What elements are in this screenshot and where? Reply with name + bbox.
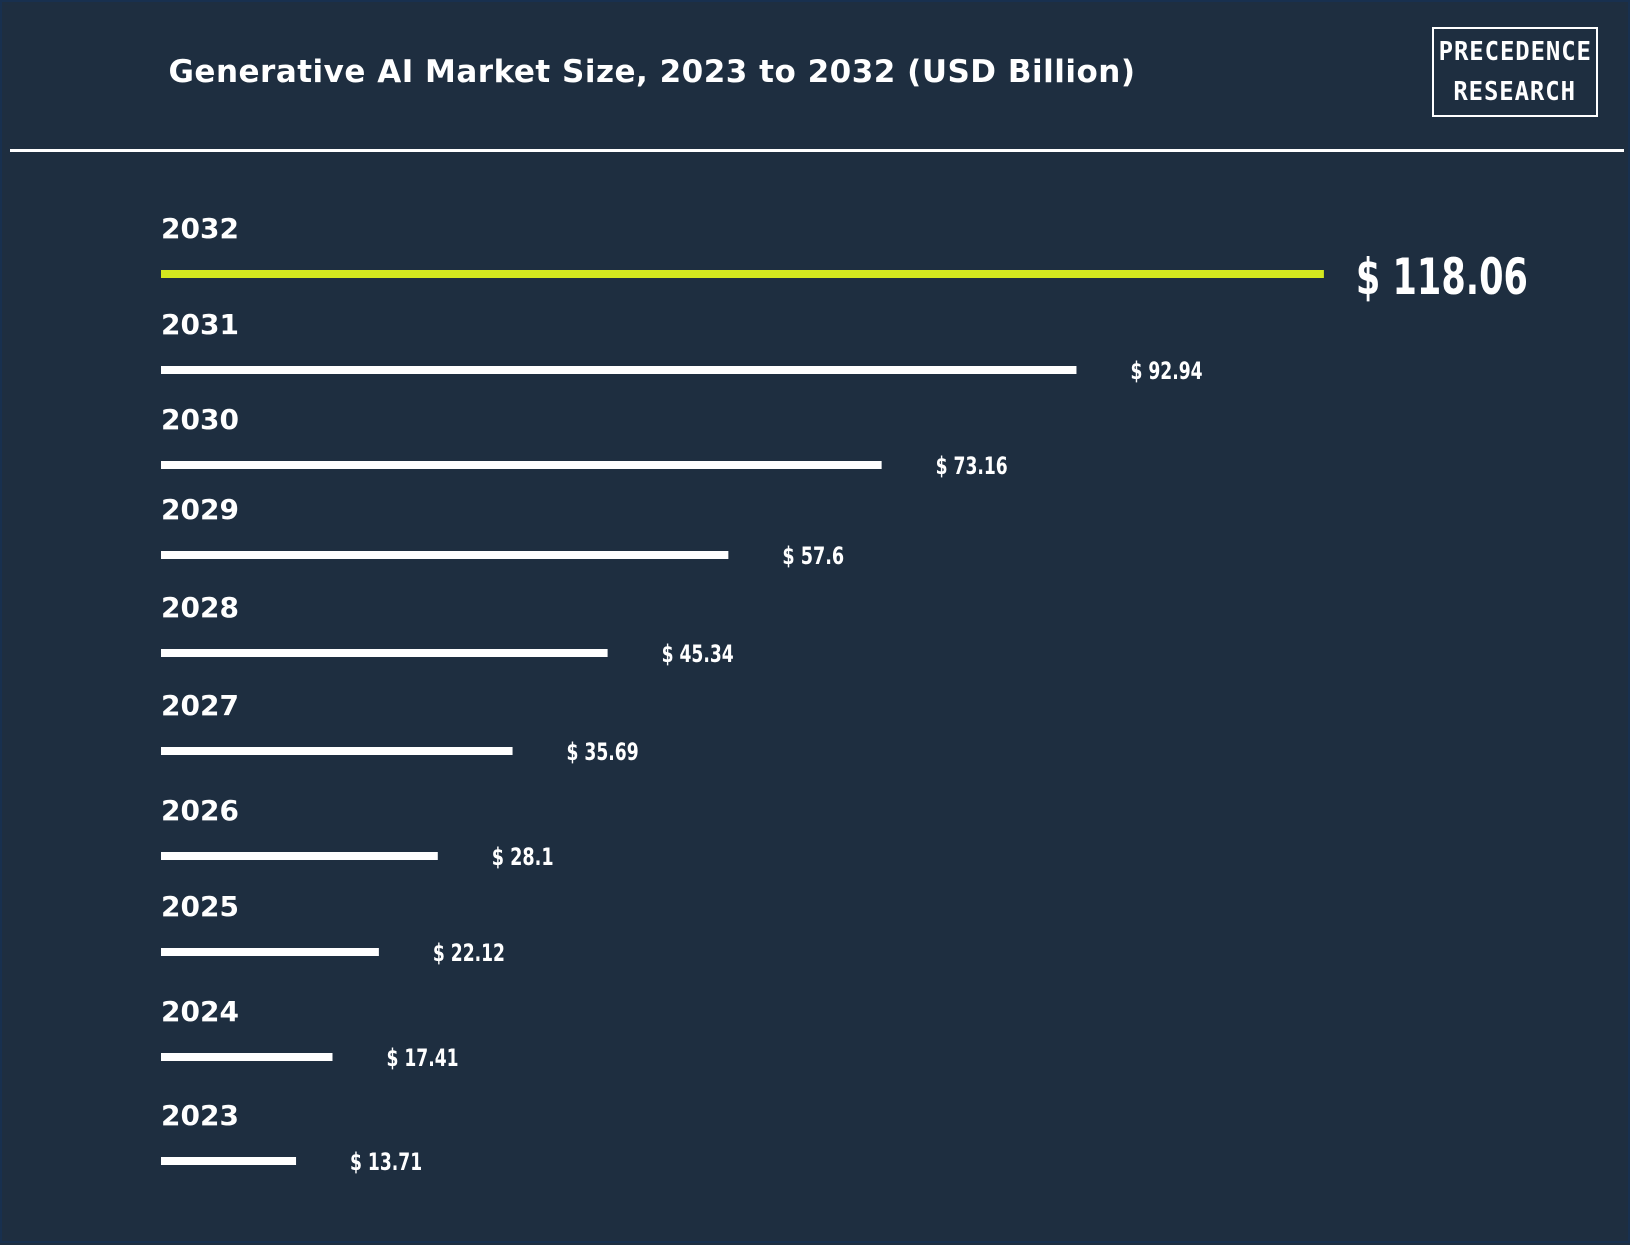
year-label-2030: 2030 [161,403,239,436]
bar-2027 [161,747,513,755]
value-label-2027: $ 35.69 [567,738,639,766]
bar-2024 [161,1053,333,1061]
bar-2026 [161,852,438,860]
bar-2032 [161,270,1324,278]
brand-logo: PRECEDENCE RESEARCH [1432,27,1598,117]
bar-2029 [161,551,729,559]
value-label-2024: $ 17.41 [386,1044,458,1072]
year-label-2025: 2025 [161,890,239,923]
year-label-2032: 2032 [161,212,239,245]
value-label-2025: $ 22.12 [433,939,505,967]
chart-title: Generative AI Market Size, 2023 to 2032 … [168,54,1136,90]
logo-line-top: PRECEDENCE [1438,37,1592,67]
year-label-2029: 2029 [161,493,239,526]
year-label-2026: 2026 [161,794,239,827]
year-label-2027: 2027 [161,689,239,722]
value-label-2032: $ 118.06 [1356,248,1528,306]
header-divider [10,149,1624,152]
year-label-2031: 2031 [161,308,239,341]
value-label-2030: $ 73.16 [936,452,1008,480]
bar-2028 [161,649,608,657]
value-label-2023: $ 13.71 [350,1148,422,1176]
year-label-2023: 2023 [161,1099,239,1132]
bar-2025 [161,948,379,956]
bar-2023 [161,1157,297,1165]
value-label-2029: $ 57.6 [782,542,844,570]
logo-line-bottom: RESEARCH [1453,77,1577,107]
bar-2031 [161,366,1077,374]
bar-2030 [161,461,882,469]
year-label-2028: 2028 [161,591,239,624]
year-label-2024: 2024 [161,995,239,1028]
value-label-2026: $ 28.1 [492,843,554,871]
value-label-2031: $ 92.94 [1130,357,1202,385]
value-label-2028: $ 45.34 [662,640,734,668]
